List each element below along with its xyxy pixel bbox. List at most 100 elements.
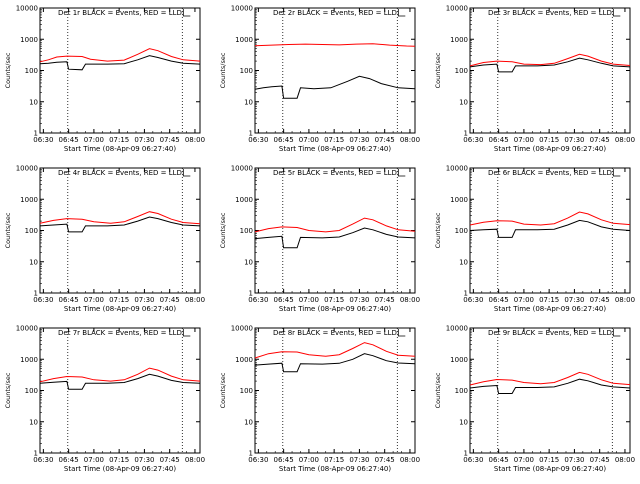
interval-marker bbox=[612, 169, 621, 177]
interval-marker bbox=[397, 169, 406, 177]
series-line-lld bbox=[254, 217, 416, 233]
x-tick-label: 07:45 bbox=[160, 456, 180, 464]
x-tick-label: 08:00 bbox=[185, 136, 205, 144]
x-tick-label: 07:45 bbox=[375, 296, 395, 304]
x-tick-label: 06:45 bbox=[59, 456, 79, 464]
chart-title: Det 5r BLACK = Events, RED = LLD bbox=[273, 169, 397, 177]
x-tick-label: 06:30 bbox=[33, 296, 53, 304]
y-tick-label: 100 bbox=[25, 227, 38, 235]
y-tick-label: 10 bbox=[459, 418, 468, 426]
x-tick-label: 06:45 bbox=[489, 456, 509, 464]
x-tick-label: 07:00 bbox=[84, 456, 104, 464]
y-tick-label: 1000 bbox=[450, 196, 468, 204]
y-tick-label: 10000 bbox=[16, 5, 38, 13]
x-tick-label: 07:15 bbox=[539, 456, 559, 464]
x-tick-label: 08:00 bbox=[400, 456, 420, 464]
x-tick-label: 06:30 bbox=[463, 456, 483, 464]
x-tick-label: 06:45 bbox=[274, 456, 294, 464]
x-tick-label: 08:00 bbox=[400, 296, 420, 304]
y-tick-label: 10 bbox=[459, 98, 468, 106]
x-tick-label: 06:45 bbox=[489, 296, 509, 304]
y-tick-label: 10000 bbox=[446, 325, 468, 333]
x-tick-label: 07:15 bbox=[324, 456, 344, 464]
x-tick-label: 06:45 bbox=[59, 296, 79, 304]
chart-panel-6: Det 6r BLACK = Events, RED = LLD 1 10 100 10… bbox=[434, 165, 635, 314]
x-tick-label: 07:15 bbox=[324, 296, 344, 304]
y-tick-label: 1 bbox=[34, 450, 38, 458]
x-tick-label: 07:30 bbox=[349, 296, 369, 304]
series-line-lld bbox=[39, 211, 201, 225]
x-tick-label: 08:00 bbox=[185, 456, 205, 464]
y-tick-label: 10 bbox=[244, 258, 253, 266]
series-line-events bbox=[469, 219, 631, 238]
series-line-lld bbox=[39, 367, 201, 383]
y-axis-label: Counts/sec bbox=[219, 212, 227, 248]
chart-title: Det 1r BLACK = Events, RED = LLD bbox=[58, 9, 182, 17]
y-tick-label: 1 bbox=[249, 130, 253, 138]
interval-marker bbox=[397, 9, 406, 17]
series-line-events bbox=[254, 353, 416, 373]
series-line-events bbox=[39, 216, 201, 233]
series-line-events bbox=[39, 55, 201, 71]
series-line-lld bbox=[39, 48, 201, 63]
x-tick-label: 06:30 bbox=[33, 456, 53, 464]
interval-marker bbox=[182, 329, 191, 337]
series-line-lld bbox=[254, 43, 416, 47]
y-tick-label: 1000 bbox=[235, 356, 253, 364]
x-tick-label: 07:30 bbox=[564, 136, 584, 144]
y-tick-label: 1 bbox=[464, 130, 468, 138]
y-tick-label: 1000 bbox=[20, 196, 38, 204]
x-tick-label: 06:45 bbox=[274, 136, 294, 144]
series-line-events bbox=[469, 378, 631, 394]
y-axis-label: Counts/sec bbox=[4, 52, 12, 88]
plot-frame bbox=[469, 7, 631, 134]
x-tick-label: 07:00 bbox=[84, 296, 104, 304]
y-tick-label: 10000 bbox=[231, 325, 253, 333]
x-tick-label: 06:45 bbox=[59, 136, 79, 144]
y-tick-label: 1000 bbox=[235, 36, 253, 44]
chart-panel-5: Det 5r BLACK = Events, RED = LLD 1 10 100 10… bbox=[219, 165, 420, 314]
x-tick-label: 06:45 bbox=[274, 296, 294, 304]
x-tick-label: 07:45 bbox=[160, 136, 180, 144]
x-axis-label: Start Time (08-Apr-09 06:27:40) bbox=[279, 465, 391, 473]
y-axis-label: Counts/sec bbox=[434, 52, 442, 88]
chart-title: Det 9r BLACK = Events, RED = LLD bbox=[488, 329, 612, 337]
x-tick-label: 07:00 bbox=[514, 136, 534, 144]
x-axis-label: Start Time (08-Apr-09 06:27:40) bbox=[64, 305, 176, 313]
y-axis-label: Counts/sec bbox=[434, 212, 442, 248]
plot-frame bbox=[39, 167, 201, 294]
x-tick-label: 07:30 bbox=[564, 296, 584, 304]
y-tick-label: 10 bbox=[29, 418, 38, 426]
plot-frame bbox=[469, 167, 631, 294]
chart-title: Det 7r BLACK = Events, RED = LLD bbox=[58, 329, 182, 337]
x-tick-label: 06:45 bbox=[489, 136, 509, 144]
y-tick-label: 1000 bbox=[450, 356, 468, 364]
interval-marker bbox=[612, 9, 621, 17]
x-tick-label: 07:15 bbox=[109, 456, 129, 464]
y-axis-label: Counts/sec bbox=[219, 52, 227, 88]
y-tick-label: 1 bbox=[34, 130, 38, 138]
x-tick-label: 07:00 bbox=[514, 296, 534, 304]
chart-title: Det 6r BLACK = Events, RED = LLD bbox=[488, 169, 612, 177]
x-axis-label: Start Time (08-Apr-09 06:27:40) bbox=[64, 465, 176, 473]
x-tick-label: 07:15 bbox=[324, 136, 344, 144]
series-line-lld bbox=[254, 342, 416, 359]
interval-marker bbox=[612, 329, 621, 337]
series-line-events bbox=[254, 227, 416, 249]
y-tick-label: 100 bbox=[455, 227, 468, 235]
series-line-events bbox=[469, 57, 631, 73]
x-tick-label: 06:30 bbox=[463, 136, 483, 144]
x-tick-label: 08:00 bbox=[615, 456, 635, 464]
y-tick-label: 100 bbox=[240, 387, 253, 395]
x-tick-label: 07:30 bbox=[564, 456, 584, 464]
y-tick-label: 10000 bbox=[446, 5, 468, 13]
chart-title: Det 4r BLACK = Events, RED = LLD bbox=[58, 169, 182, 177]
plot-frame bbox=[469, 327, 631, 454]
y-tick-label: 10000 bbox=[231, 5, 253, 13]
x-tick-label: 07:30 bbox=[349, 136, 369, 144]
plot-frame bbox=[39, 7, 201, 134]
y-tick-label: 10 bbox=[244, 418, 253, 426]
y-axis-label: Counts/sec bbox=[4, 372, 12, 408]
x-tick-label: 07:15 bbox=[109, 296, 129, 304]
